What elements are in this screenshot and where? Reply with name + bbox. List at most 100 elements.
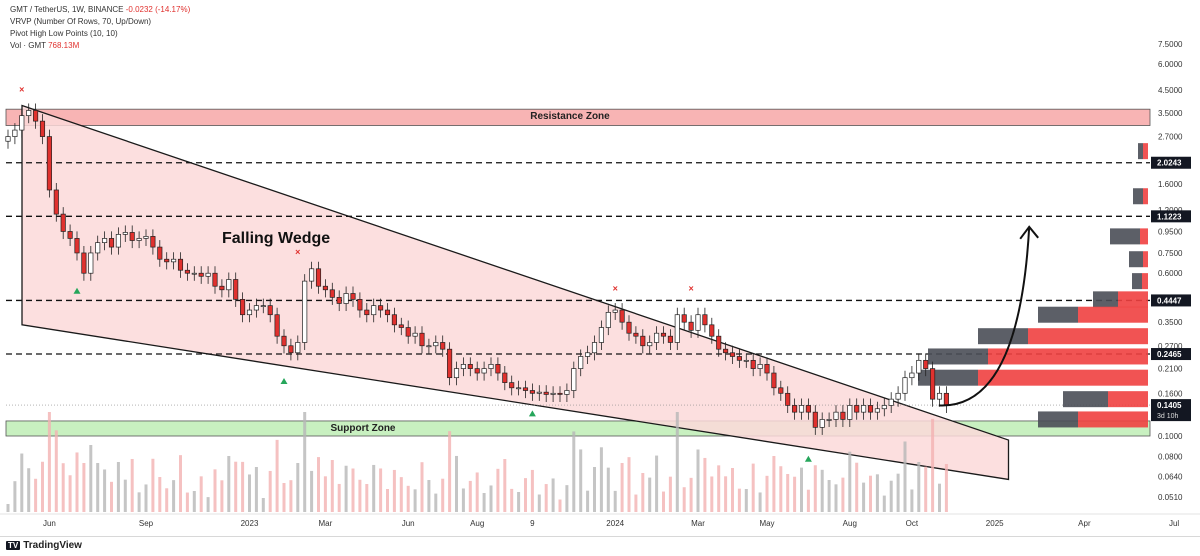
volume-bar <box>116 462 120 512</box>
candle-body <box>619 309 625 323</box>
volume-bar <box>275 439 279 512</box>
volume-bar <box>703 457 707 512</box>
volume-bar <box>875 474 879 512</box>
candle-body <box>329 289 335 298</box>
price-tick-label: 0.9500 <box>1158 227 1183 236</box>
price-tick-label: 2.7000 <box>1158 133 1183 142</box>
time-tick-label: Jun <box>43 519 56 528</box>
legend-symbol[interactable]: GMT / TetherUS, 1W, BINANCE -0.0232 (-14… <box>10 5 190 14</box>
pivot-markers: × × × × <box>19 84 812 462</box>
volume-bar <box>254 467 258 512</box>
candle-body <box>33 110 39 122</box>
time-tick-label: Aug <box>470 519 484 528</box>
candle-body <box>157 246 163 260</box>
candle-body <box>943 392 949 406</box>
volume-bar <box>565 485 569 512</box>
price-tick-label: 0.1600 <box>1158 389 1183 398</box>
candle-body <box>723 348 729 354</box>
vrvp-down-bar <box>978 369 1148 386</box>
candle-body <box>936 392 943 400</box>
volume-bar <box>144 484 148 512</box>
volume-bar <box>910 489 914 512</box>
candle-body <box>516 387 522 390</box>
candle-body <box>861 405 867 413</box>
legend-pivots[interactable]: Pivot High Low Points (10, 10) <box>10 29 118 38</box>
candle-body <box>667 335 673 343</box>
volume-bar <box>599 447 603 512</box>
candle-body <box>854 405 860 413</box>
volume-bar <box>47 412 51 512</box>
candle-body <box>785 392 791 406</box>
volume-bar <box>420 462 424 512</box>
candle-body <box>736 356 742 361</box>
vrvp-up-bar <box>1110 228 1140 245</box>
volume-bar <box>772 456 776 512</box>
candle-body <box>626 321 632 334</box>
vrvp-up-bar <box>1093 291 1118 308</box>
candle-body <box>805 405 811 413</box>
candle-body <box>647 342 653 347</box>
candle-body <box>743 359 749 362</box>
candle-body <box>384 309 391 316</box>
falling-wedge-label: Falling Wedge <box>222 230 330 247</box>
volume-bar <box>662 491 665 512</box>
volume-bar <box>944 464 948 512</box>
vrvp-up-bar <box>1038 411 1078 428</box>
volume-bar <box>137 492 141 512</box>
candle-body <box>426 345 432 348</box>
candle-body <box>433 342 439 347</box>
time-tick-label: Jul <box>1169 519 1179 528</box>
pivot-high-marker: × <box>19 84 24 94</box>
candle-body <box>536 391 542 394</box>
volume-bar <box>234 461 238 512</box>
candle-body <box>143 236 149 239</box>
candlesticks <box>5 103 949 435</box>
volume-bar <box>268 470 272 512</box>
support-zone-label: Support Zone <box>331 423 396 434</box>
time-tick-label: May <box>759 519 774 528</box>
pivot-high-marker: × <box>688 283 693 293</box>
vrvp-up-bar <box>978 328 1028 345</box>
legend-vrvp[interactable]: VRVP (Number Of Rows, 70, Up/Down) <box>10 17 152 26</box>
volume-bar <box>641 473 645 512</box>
volume-bar <box>130 458 134 512</box>
candle-body <box>543 391 549 395</box>
pivot-high-marker: × <box>295 247 300 257</box>
candle-body <box>612 309 618 313</box>
candle-body <box>39 120 46 137</box>
volume-bar <box>800 467 803 512</box>
candle-body <box>102 238 108 244</box>
volume-bar <box>731 468 734 512</box>
volume-bar <box>551 478 555 512</box>
candle-body <box>12 129 18 137</box>
volume-bar <box>434 493 438 512</box>
volume-bar <box>634 494 638 512</box>
candle-body <box>95 242 101 254</box>
candle-body <box>260 305 266 307</box>
candle-body <box>654 332 660 343</box>
candle-body <box>509 382 515 389</box>
legend-volume[interactable]: Vol · GMT 768.13M <box>10 41 79 50</box>
candle-body <box>481 368 487 374</box>
volume-bar <box>806 489 810 512</box>
time-tick-label: 9 <box>530 519 535 528</box>
volume-bar <box>386 489 389 512</box>
time-axis[interactable]: Jun Sep 2023 Mar Jun Aug 9 2024 Mar May Aug Oct 2025… <box>0 513 1200 528</box>
price-label-text: 2.0243 <box>1157 159 1182 168</box>
volume-bar <box>392 469 396 512</box>
candle-body <box>364 309 370 316</box>
volume-bar <box>793 476 797 512</box>
volume-bar <box>655 455 659 512</box>
tradingview-logo[interactable]: TV TradingView <box>6 540 82 551</box>
candle-body <box>150 236 156 248</box>
volume-bar <box>358 479 362 512</box>
candle-body <box>74 238 80 254</box>
candle-body <box>916 359 922 374</box>
volume-bar <box>351 468 355 512</box>
volume-bar <box>27 468 31 512</box>
volume-bar <box>399 477 403 512</box>
price-tick-label: 0.0510 <box>1158 493 1183 502</box>
volume-bar <box>323 476 327 512</box>
price-axis[interactable]: 7.50006.00004.50003.50002.70001.60001.20… <box>1151 40 1191 502</box>
